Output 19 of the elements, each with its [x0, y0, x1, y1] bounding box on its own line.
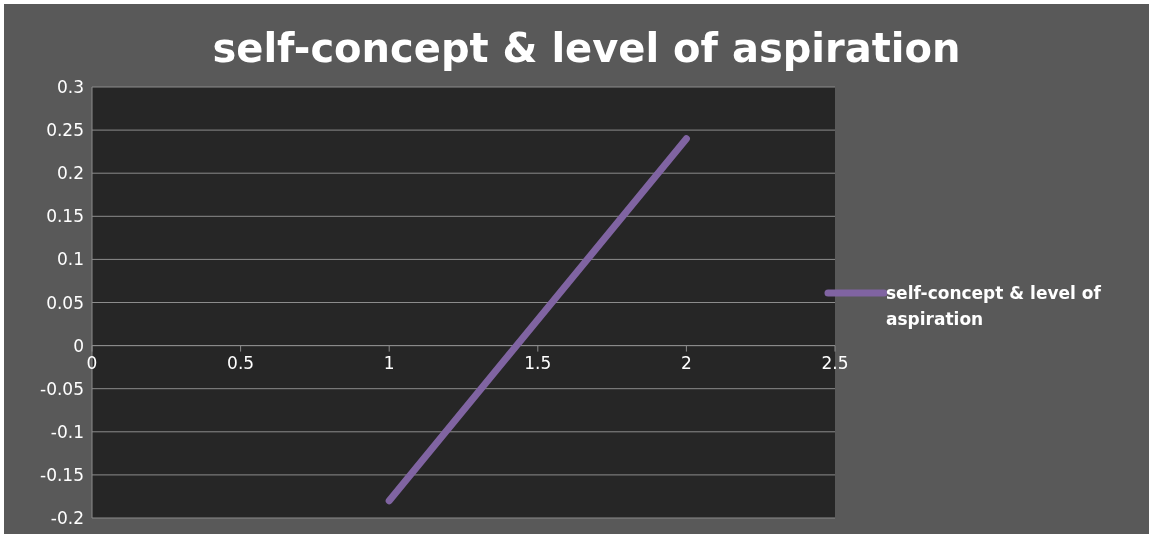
x-tick-label: 1: [383, 352, 395, 373]
y-tick-label: -0.1: [50, 421, 84, 442]
y-tick-label: 0.15: [46, 206, 84, 227]
y-tick-label: 0.2: [56, 163, 84, 184]
x-tick-label: 2.5: [821, 352, 849, 373]
x-tick-label: 2: [680, 352, 692, 373]
y-tick-label: 0: [73, 335, 84, 356]
y-tick-label: -0.05: [40, 378, 84, 399]
y-tick-label: -0.15: [40, 464, 84, 485]
y-tick-label: 0.3: [56, 77, 84, 97]
y-tick-label: -0.2: [50, 508, 84, 528]
y-tick-label: 0.25: [46, 120, 84, 141]
y-tick-label: 0.05: [46, 292, 84, 313]
chart-title: self-concept & level of aspiration: [212, 25, 961, 71]
legend-label: self-concept & level of aspiration: [886, 283, 1102, 329]
x-tick-label: 0: [86, 352, 98, 373]
x-tick-label: 0.5: [227, 352, 255, 373]
x-tick-label: 1.5: [524, 352, 552, 373]
y-tick-label: 0.1: [56, 249, 84, 270]
